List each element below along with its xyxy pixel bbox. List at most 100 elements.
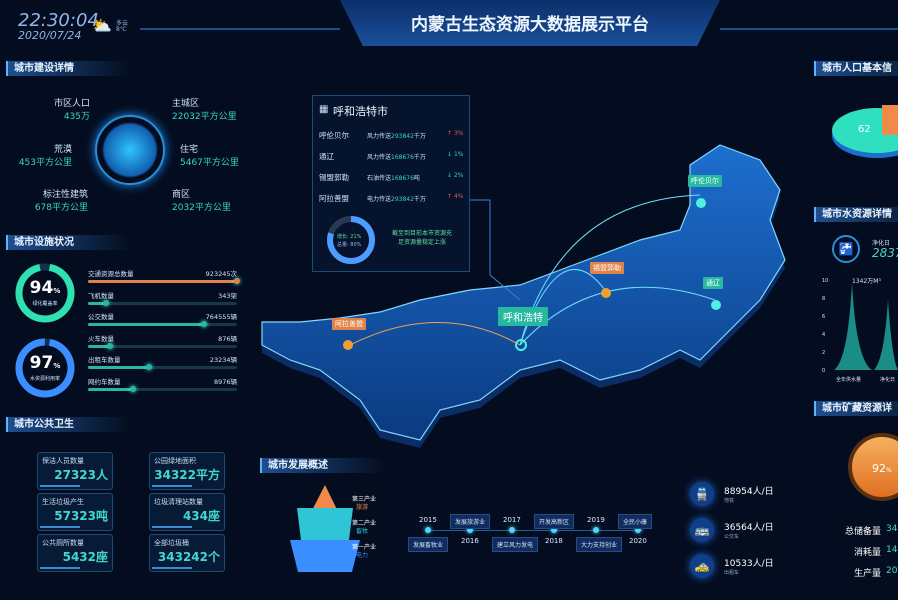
map-region[interactable] [261, 144, 786, 441]
health-card-value: 434座 [182, 509, 220, 523]
mineral-label: 生产量 [853, 569, 881, 579]
pyramid-legend-sub: 畜牧 [356, 528, 369, 535]
timeline-year: 2017 [503, 516, 521, 524]
popup-row-unit: 吨 [413, 175, 420, 182]
popup-row: 阿拉善盟 电力传送293842千万 ↑ 4% [319, 193, 469, 204]
facility-value: 764555辆 [205, 313, 237, 321]
map-label-hohhot[interactable]: 呼和浩特 [498, 307, 548, 326]
timeline-event: 开发高新区 [534, 514, 575, 529]
water-category: 全年供水量 [836, 377, 862, 383]
map-label-hulunbuir[interactable]: 呼伦贝尔 [688, 175, 722, 187]
map-label-xilingol[interactable]: 锡盟郭勒 [590, 262, 624, 274]
water-peak-1 [834, 282, 872, 370]
timeline-dot[interactable] [593, 527, 599, 533]
map-label-alashan[interactable]: 阿拉善盟 [332, 318, 366, 330]
health-card-value: 5432座 [62, 550, 108, 564]
water-ytick: 2 [822, 350, 826, 356]
facility-value: 876辆 [218, 334, 237, 343]
weather-icon: ⛅ [92, 16, 112, 35]
trend-arrow-icon: ↓ [447, 151, 453, 158]
timeline-dot[interactable] [467, 527, 473, 533]
pyramid-legend-sub: 旅游 [356, 504, 369, 511]
faucet-icon: 🚰 [832, 235, 860, 263]
popup-donut-line2: 总量: 80% [337, 242, 362, 248]
mineral-value: 20 [886, 566, 898, 576]
gauge-label: 绿化覆盖率 [32, 301, 58, 307]
pyramid-layer [297, 508, 353, 540]
timeline-dot[interactable] [551, 527, 557, 533]
facility-value: 923245次 [205, 270, 237, 278]
timeline-dot[interactable] [635, 527, 641, 533]
trend-percent: 3% [453, 130, 464, 137]
gauge-number: 94 [29, 278, 54, 298]
popup-row-desc: 电力传送 [367, 196, 392, 203]
popup-note: 截至到目前本市资源充足资源量稳定上涨 [391, 230, 452, 246]
gauge-number: 97 [29, 353, 54, 373]
popup-donut [327, 216, 375, 264]
facility-label: 火车数量 [88, 334, 114, 343]
location-pin-icon[interactable] [515, 339, 527, 351]
building-icon: ▦ [319, 104, 329, 115]
health-card-underline [152, 567, 192, 569]
transport-value: 88954人/日 [724, 487, 774, 497]
facility-bar [88, 278, 240, 284]
health-card: 保洁人员数量 27323人 [37, 452, 113, 490]
gauge-value: 97% [14, 353, 76, 373]
popup-row-num: 168676 [391, 154, 414, 161]
facility-value: 343架 [218, 291, 237, 300]
timeline-event: 建立风力发电 [492, 537, 539, 552]
transport-label: 出租车 [724, 570, 740, 576]
timeline-dot[interactable] [509, 527, 515, 533]
popup-row: 呼伦贝尔 风力传送293842千万 ↑ 3% [319, 130, 469, 141]
construction-stat: 主城区 22032平方公里 [172, 99, 237, 122]
marker-icon[interactable] [343, 340, 353, 350]
marker-icon[interactable] [601, 288, 611, 298]
trend-percent: 4% [453, 193, 464, 200]
health-card-label: 全部垃圾桶 [154, 539, 189, 547]
timeline-dot[interactable] [425, 527, 431, 533]
timeline-event: 发展旅游业 [450, 514, 491, 529]
facility-label: 出租车数量 [88, 356, 121, 364]
facility-label: 公交数量 [88, 313, 114, 321]
facility-value: 8976辆 [213, 377, 237, 386]
map-label-tongliao[interactable]: 通辽 [703, 277, 723, 289]
timeline-line [425, 530, 643, 531]
transport-value: 10533人/日 [724, 559, 774, 569]
mineral-percent: 92% [872, 462, 892, 475]
popup-row: 锡盟郭勒 石油传送168676吨 ↓ 2% [319, 172, 469, 183]
facility-label: 飞机数量 [88, 291, 114, 300]
marker-icon[interactable] [711, 300, 721, 310]
trend-arrow-icon: ↑ [447, 130, 453, 137]
popup-row-unit: 千万 [413, 133, 426, 140]
mineral-value: 14 [886, 545, 898, 555]
health-card-label: 垃圾清理站数量 [154, 498, 203, 506]
popup-row-city: 呼伦贝尔 [319, 131, 349, 140]
pyramid-layer [290, 540, 360, 572]
facility-bar [88, 385, 237, 392]
transport-label: 公交车 [724, 534, 740, 540]
bus-icon: 🚌 [690, 518, 714, 542]
water-label: 净化日 [872, 240, 891, 247]
facility-value: 23234辆 [209, 356, 237, 364]
popup-row-trend: ↓ 1% [447, 151, 463, 158]
health-card-underline [152, 485, 192, 487]
popup-row-trend: ↑ 3% [447, 130, 463, 137]
section-title-water: 城市水资源详情 [814, 207, 898, 222]
water-peak-2 [874, 300, 898, 370]
popup-row-city: 通辽 [319, 152, 334, 161]
facility-label: 网约车数量 [88, 377, 121, 386]
gauge-unit: % [53, 362, 61, 370]
popup-row-city: 锡盟郭勒 [319, 173, 349, 182]
timeline-year: 2018 [545, 537, 563, 545]
clock-time: 22:30:04 [18, 10, 99, 31]
marker-icon[interactable] [696, 198, 706, 208]
health-card: 全部垃圾桶 343242个 [149, 534, 225, 572]
water-category: 净化日 [880, 377, 896, 383]
construction-stat: 市区人口 435万 [53, 99, 90, 122]
popup-row: 通辽 风力传送168676千万 ↓ 1% [319, 151, 469, 162]
mineral-value: 34 [886, 524, 898, 534]
popup-row-unit: 千万 [413, 196, 426, 203]
health-card: 公共厕所数量 5432座 [37, 534, 113, 572]
timeline-year: 2016 [461, 537, 479, 545]
